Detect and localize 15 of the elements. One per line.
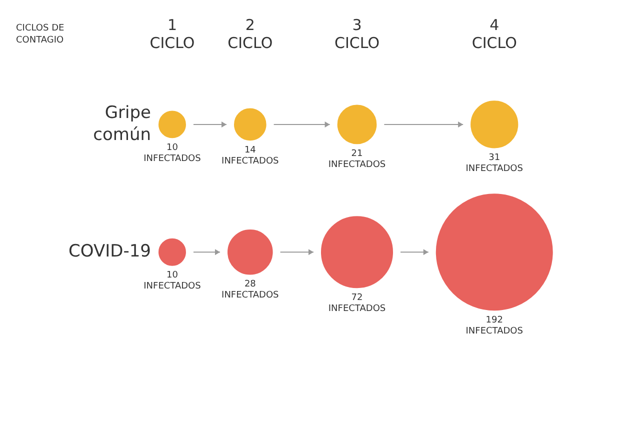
category-label: 4 CICLO (472, 16, 517, 52)
category-label: 1 CICLO (150, 16, 195, 52)
legend-label: COVID-19 (68, 242, 151, 262)
data-label: 192 INFECTADOS (466, 315, 524, 336)
data-label: 28 INFECTADOS (222, 280, 280, 301)
data-label: 21 INFECTADOS (328, 148, 386, 170)
data-label: 14 INFECTADOS (222, 145, 280, 166)
text: CICLOS DE CONTAGIO (16, 23, 65, 46)
data-label: 10 INFECTADOS (144, 270, 202, 292)
category-label: 2 CICLO (228, 16, 273, 52)
data-label: 31 INFECTADOS (466, 153, 524, 174)
category-label: 3 CICLO (334, 16, 380, 52)
data-label: 72 INFECTADOS (328, 292, 386, 314)
legend-label: Gripe común (93, 102, 151, 145)
data-label: 10 INFECTADOS (144, 143, 202, 164)
